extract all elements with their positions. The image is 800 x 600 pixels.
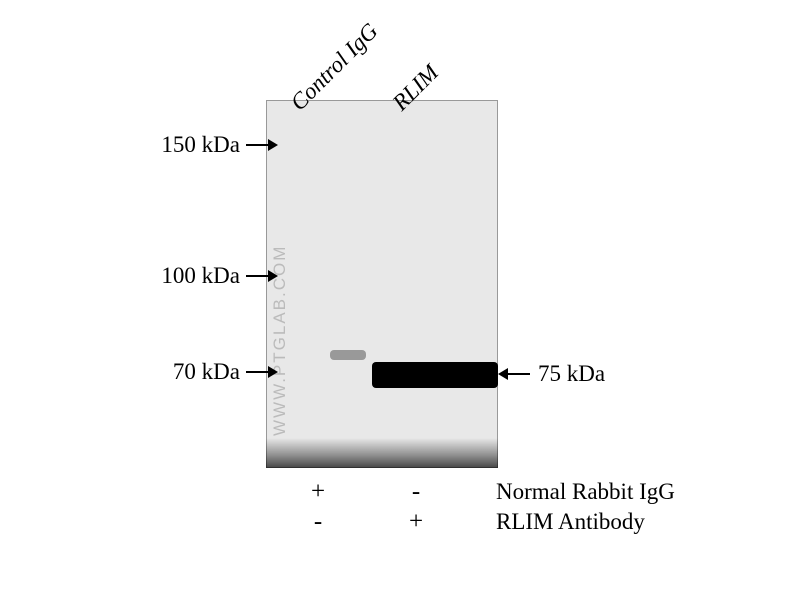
figure-container: WWW.PTGLAB.COM 150 kDa 100 kDa 70 kDa Co… xyxy=(0,0,800,600)
watermark-text: WWW.PTGLAB.COM xyxy=(270,136,290,436)
blot-band-main xyxy=(372,362,498,388)
band-annotation-label: 75 kDa xyxy=(538,361,605,387)
condition-lane1-row0: + xyxy=(306,478,330,506)
mw-arrow-70 xyxy=(246,362,280,382)
mw-label-70: 70 kDa xyxy=(140,359,240,385)
condition-label-normal-rabbit-igg: Normal Rabbit IgG xyxy=(496,479,675,505)
blot-band-faint xyxy=(330,350,366,360)
condition-label-rlim-antibody: RLIM Antibody xyxy=(496,509,645,535)
band-annotation-arrow xyxy=(498,364,532,384)
blot-bottom-smear xyxy=(266,438,498,468)
mw-label-100: 100 kDa xyxy=(140,263,240,289)
mw-arrow-100 xyxy=(246,266,280,286)
condition-lane2-row1: + xyxy=(404,508,428,536)
condition-lane1-row1: - xyxy=(306,508,330,536)
condition-lane2-row0: - xyxy=(404,478,428,506)
blot-background xyxy=(267,101,497,467)
mw-arrow-150 xyxy=(246,135,280,155)
mw-label-150: 150 kDa xyxy=(140,132,240,158)
